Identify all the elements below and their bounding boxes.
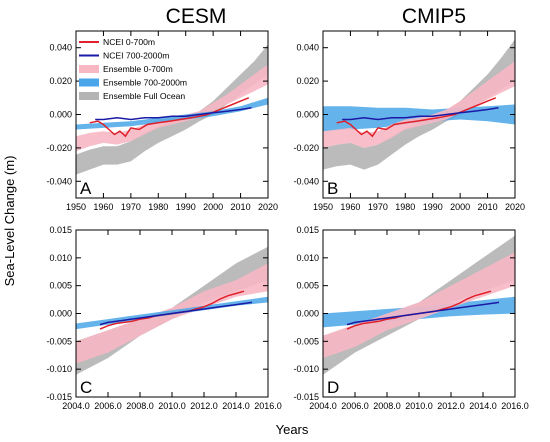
legend-item: Ensemble 0-700m (79, 64, 173, 74)
y-tick-label: -0.010 (293, 364, 319, 374)
x-tick-label: 2010.0 (158, 401, 186, 411)
x-tick-label: 1950 (313, 202, 333, 212)
panel-letter: A (80, 179, 92, 198)
y-tick-label: 0.020 (296, 76, 319, 86)
plot-area (323, 39, 515, 170)
panels: 1950 1960 1970 1980 1990 2000 2010 2020 -0.040 -0… (46, 30, 529, 411)
legend-swatch (79, 92, 99, 100)
x-tick-label: 2014.0 (222, 401, 250, 411)
x-tick-label: 2012.0 (437, 401, 465, 411)
line-ncei-deep (99, 301, 253, 326)
x-tick-label: 2008.0 (373, 401, 401, 411)
panel-a: 1950 1960 1970 1980 1990 2000 2010 2020 -0.040 -0… (46, 30, 278, 212)
line-ncei-deep (346, 301, 500, 326)
panel-letter: B (327, 179, 338, 198)
x-tick-label: 2012.0 (190, 401, 218, 411)
legend-item: Ensemble Full Ocean (79, 91, 185, 101)
x-tick-label: 1990 (176, 202, 196, 212)
band-ens-full (76, 44, 268, 175)
legend-label: Ensemble 0-700m (103, 64, 173, 74)
x-axis-label: Years (276, 422, 309, 437)
x-tick-label: 1990 (423, 202, 443, 212)
legend-item: NCEI 0-700m (79, 37, 155, 47)
band-ens-upper (76, 64, 268, 152)
x-tick-label: 2020 (258, 202, 278, 212)
line-ncei-upper (336, 97, 497, 138)
x-tick-label: 2008.0 (126, 401, 154, 411)
x-tick-label: 1960 (340, 202, 360, 212)
x-tick-label: 2016.0 (501, 401, 529, 411)
y-tick-label: 0.020 (49, 76, 72, 86)
legend: NCEI 0-700m NCEI 700-2000m Ensemble 0-700m… (79, 37, 187, 101)
y-tick-label: 0.010 (296, 253, 319, 263)
y-tick-label: 0.000 (49, 110, 72, 120)
x-tick-label: 1950 (66, 202, 86, 212)
band-ens-deep (76, 97, 268, 130)
y-tick-label: -0.005 (293, 336, 319, 346)
y-tick-label: 0.005 (49, 281, 72, 291)
legend-label: Ensemble 700-2000m (103, 78, 187, 88)
column-title-cesm: CESM (166, 5, 227, 28)
legend-label: Ensemble Full Ocean (103, 91, 185, 101)
x-tick-label: 2004.0 (309, 401, 337, 411)
y-tick-label: 0.040 (296, 43, 319, 53)
legend-item: NCEI 700-2000m (79, 51, 169, 61)
x-tick-label: 2010 (478, 202, 498, 212)
legend-swatch (79, 65, 99, 73)
legend-swatch (79, 78, 99, 87)
y-tick-label: -0.020 (293, 143, 319, 153)
y-tick-label: 0.000 (49, 309, 72, 319)
panel-letter: C (80, 378, 92, 397)
y-tick-label: -0.015 (46, 392, 72, 402)
x-tick-label: 1970 (368, 202, 388, 212)
y-tick-label: -0.040 (46, 176, 72, 186)
y-tick-label: 0.010 (49, 253, 72, 263)
x-tick-label: 2006.0 (94, 401, 122, 411)
y-tick-label: 0.040 (49, 43, 72, 53)
x-tick-label: 1980 (148, 202, 168, 212)
legend-label: NCEI 0-700m (103, 37, 155, 47)
panel-letter: D (327, 378, 339, 397)
x-tick-label: 2016.0 (254, 401, 282, 411)
x-tick-label: 2010.0 (405, 401, 433, 411)
band-ens-full (323, 39, 515, 170)
line-ncei-deep (95, 107, 252, 121)
panel-b: 1950 1960 1970 1980 1990 2000 2010 2020 -0.040 -0… (293, 30, 525, 212)
legend-item: Ensemble 700-2000m (79, 78, 187, 88)
y-tick-label: 0.015 (296, 225, 319, 235)
y-axis-label: Sea-Level Change (m) (2, 156, 17, 287)
column-title-cmip5: CMIP5 (402, 5, 466, 28)
x-tick-label: 1960 (93, 202, 113, 212)
line-ncei-deep (342, 107, 499, 121)
x-tick-label: 2010 (231, 202, 251, 212)
panel-c: 2004.0 2006.0 2008.0 2010.0 2012.0 2014.0 2016… (46, 225, 281, 411)
y-tick-label: -0.010 (46, 364, 72, 374)
x-tick-label: 2000 (450, 202, 470, 212)
x-tick-label: 2000 (203, 202, 223, 212)
plot-area (76, 44, 268, 175)
plot-area (323, 235, 515, 375)
x-tick-label: 1980 (395, 202, 415, 212)
panel-d: 2004.0 2006.0 2008.0 2010.0 2012.0 2014.0 2016… (293, 225, 528, 411)
y-tick-label: 0.005 (296, 281, 319, 291)
y-tick-label: 0.000 (296, 110, 319, 120)
x-tick-label: 2006.0 (341, 401, 369, 411)
y-tick-label: -0.040 (293, 176, 319, 186)
band-ens-upper (323, 252, 515, 358)
legend-label: NCEI 700-2000m (103, 51, 169, 61)
x-tick-label: 2014.0 (469, 401, 497, 411)
y-tick-label: -0.015 (293, 392, 319, 402)
x-tick-label: 1970 (121, 202, 141, 212)
y-tick-label: -0.005 (46, 336, 72, 346)
y-tick-label: 0.015 (49, 225, 72, 235)
band-ens-upper (323, 61, 515, 148)
line-ncei-upper (89, 97, 250, 138)
y-tick-label: 0.000 (296, 309, 319, 319)
plot-area (76, 246, 268, 375)
x-tick-label: 2004.0 (62, 401, 90, 411)
y-tick-label: -0.020 (46, 143, 72, 153)
x-tick-label: 2020 (505, 202, 525, 212)
